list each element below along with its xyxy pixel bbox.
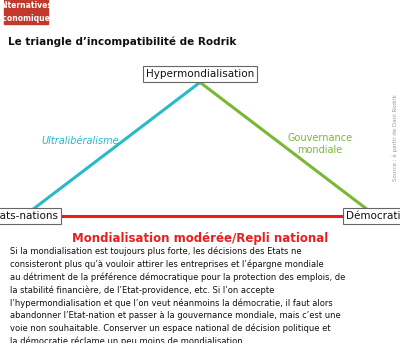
- Text: Source : à partir de Dani Rodrik: Source : à partir de Dani Rodrik: [392, 94, 398, 181]
- Text: Le triangle d’incompatibilité de Rodrik: Le triangle d’incompatibilité de Rodrik: [8, 36, 236, 47]
- Text: Si la mondialisation est toujours plus forte, les décisions des Etats ne
consist: Si la mondialisation est toujours plus f…: [10, 247, 345, 343]
- Text: Démocratie: Démocratie: [346, 211, 400, 221]
- Text: Mondialisation modérée/Repli national: Mondialisation modérée/Repli national: [72, 232, 328, 245]
- Text: Hypermondialisation: Hypermondialisation: [146, 69, 254, 79]
- Text: Etats-nations: Etats-nations: [0, 211, 58, 221]
- Text: Alternatives
Économiques: Alternatives Économiques: [0, 1, 55, 23]
- Text: Ultralibéralisme: Ultralibéralisme: [41, 135, 119, 146]
- Text: Gouvernance
mondiale: Gouvernance mondiale: [288, 133, 352, 155]
- FancyBboxPatch shape: [4, 0, 48, 24]
